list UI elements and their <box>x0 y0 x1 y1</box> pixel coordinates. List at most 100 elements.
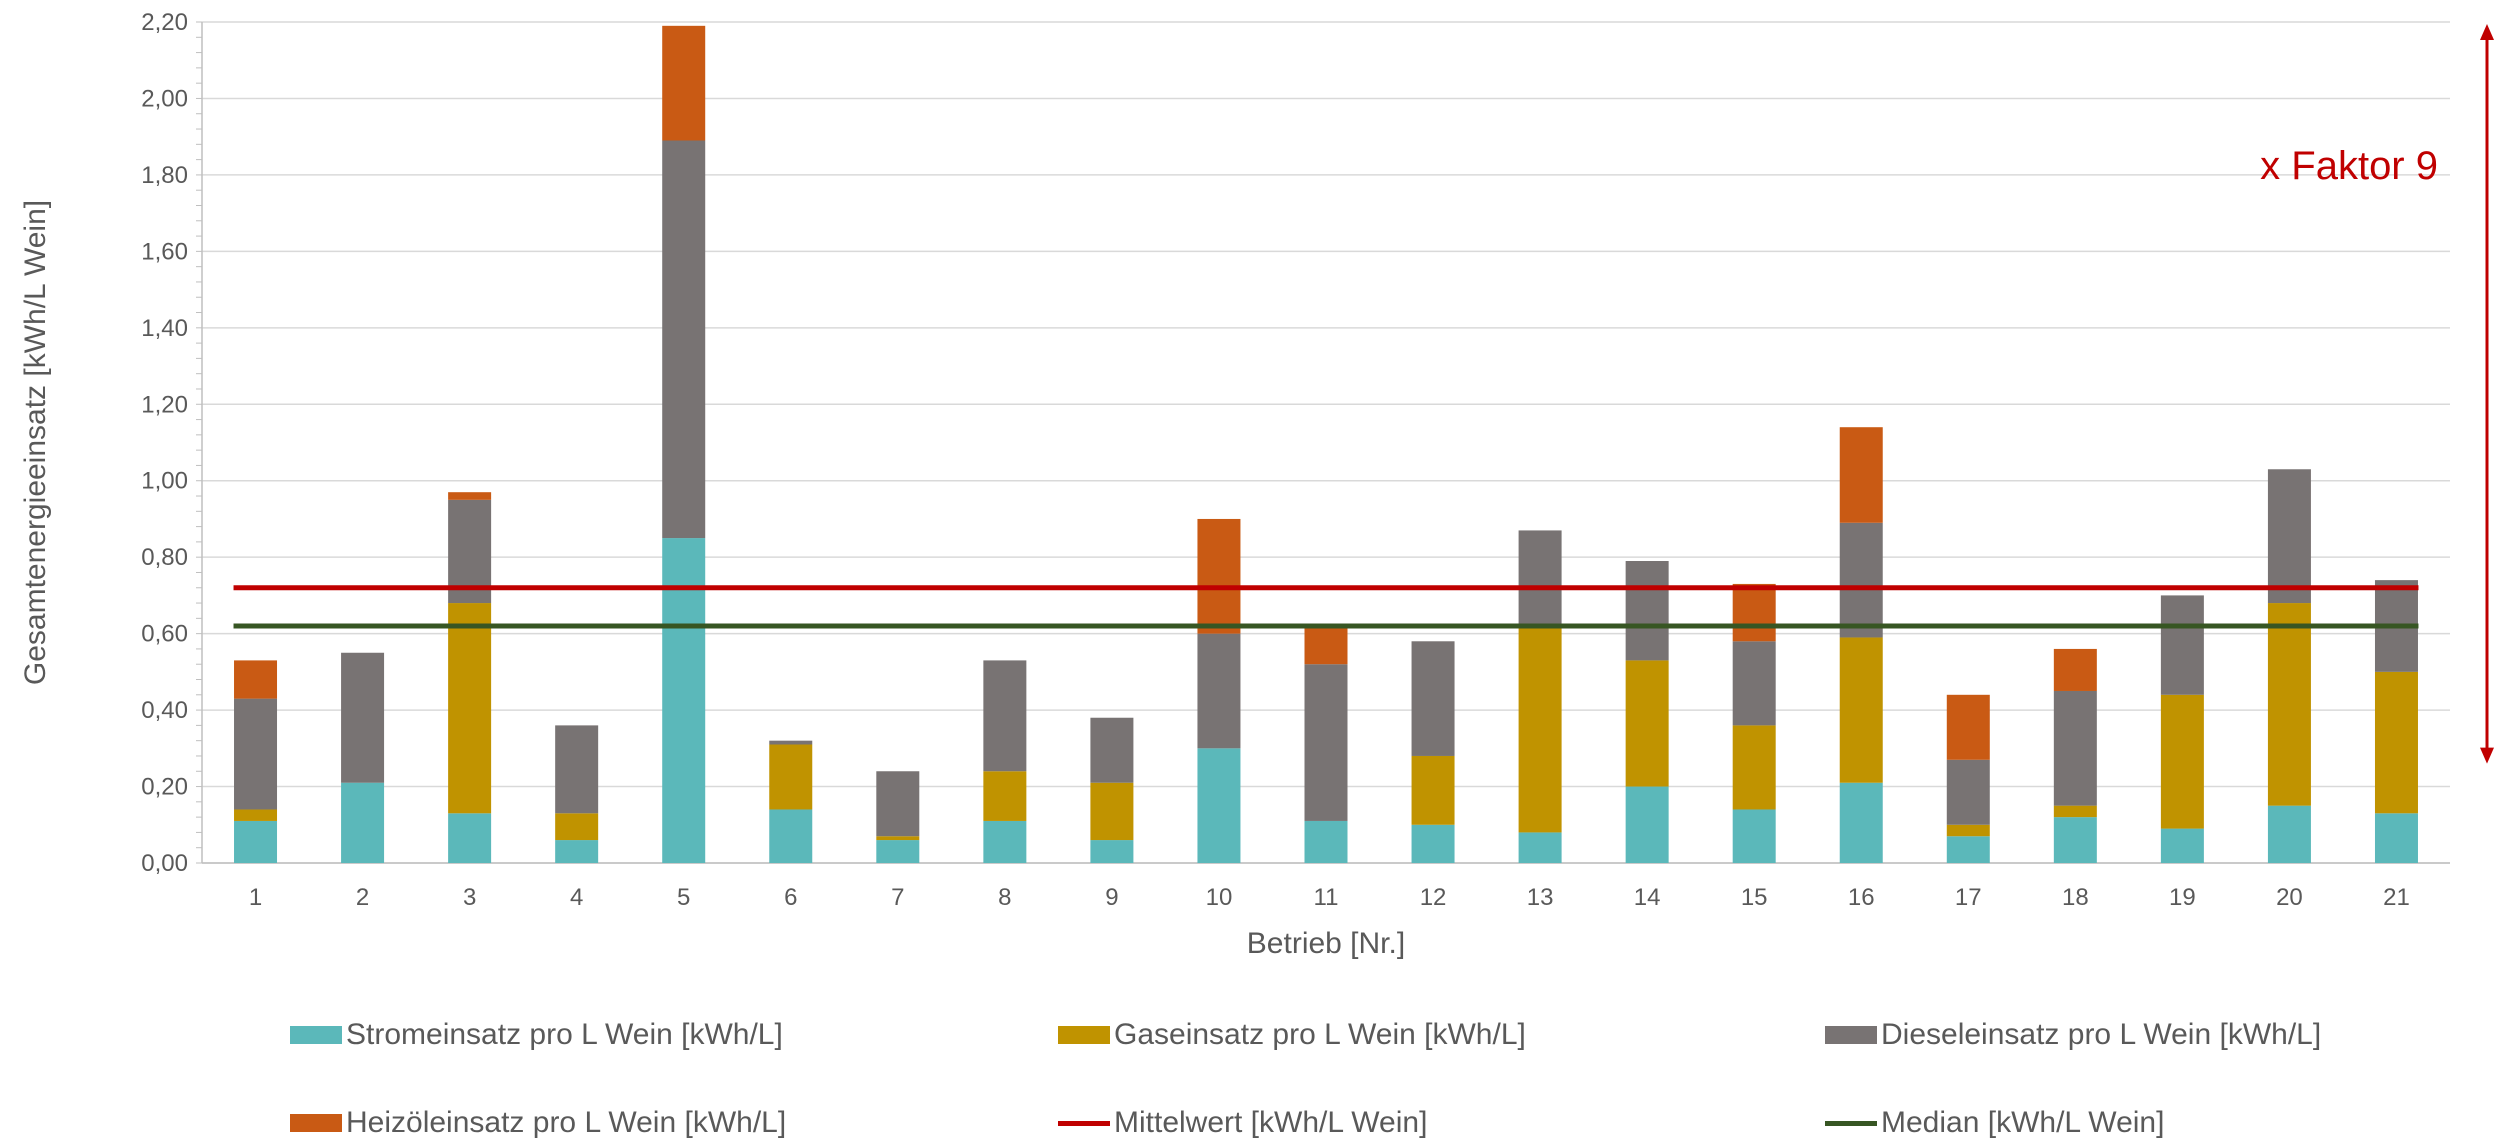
legend-item: Median [kWh/L Wein] <box>1825 1103 2164 1143</box>
y-axis-title: Gesamtenergieeinsatz [kWh/L Wein] <box>19 200 52 685</box>
bar-segment <box>983 820 1027 863</box>
legend-item: Mittelwert [kWh/L Wein] <box>1058 1103 1427 1143</box>
bar-segment <box>1732 809 1776 863</box>
x-tick-label: 19 <box>2169 884 2196 911</box>
y-tick-label: 0,40 <box>141 697 188 724</box>
bar-segment <box>662 25 706 141</box>
bar-segment <box>983 660 1027 772</box>
bar-segment <box>2053 690 2097 806</box>
bar-segment <box>662 140 706 539</box>
bar-segment <box>555 813 599 841</box>
bar-segment <box>234 698 278 810</box>
x-tick-label: 20 <box>2276 884 2303 911</box>
bar-segment <box>2160 828 2204 863</box>
bar-segment <box>1946 759 1990 825</box>
x-tick-label: 5 <box>677 884 690 911</box>
bar-segment <box>769 809 813 863</box>
legend-item: Gaseinsatz pro L Wein [kWh/L] <box>1058 1015 1526 1055</box>
bar-segment <box>2160 694 2204 829</box>
bar-segment <box>1732 725 1776 810</box>
x-tick-label: 3 <box>463 884 476 911</box>
bar-segment <box>1732 583 1776 642</box>
bar-segment <box>1411 641 1455 756</box>
x-tick-label: 9 <box>1105 884 1118 911</box>
bar-segment <box>1090 782 1134 841</box>
range-arrow <box>2480 24 2494 764</box>
legend-label: Stromeinsatz pro L Wein [kWh/L] <box>346 1018 783 1051</box>
bar-series <box>234 25 2418 863</box>
bar-segment <box>1304 625 1348 665</box>
x-tick-label: 15 <box>1741 884 1768 911</box>
legend-label: Median [kWh/L Wein] <box>1881 1106 2165 1139</box>
legend-item: Dieseleinsatz pro L Wein [kWh/L] <box>1825 1015 2321 1055</box>
legend-line-marker <box>1825 1120 1877 1126</box>
range-arrow-head-up <box>2480 24 2494 40</box>
bar-segment <box>2053 805 2097 818</box>
y-tick-label: 0,20 <box>141 774 188 801</box>
bar-segment <box>1839 637 1883 783</box>
x-axis-title: Betrieb [Nr.] <box>1247 927 1405 960</box>
bar-segment <box>1625 786 1669 863</box>
bar-segment <box>448 492 492 500</box>
x-tick-label: 7 <box>891 884 904 911</box>
bar-segment <box>1732 641 1776 726</box>
bar-segment <box>555 725 599 814</box>
x-tick-label: 13 <box>1527 884 1554 911</box>
legend-label: Heizöleinsatz pro L Wein [kWh/L] <box>346 1106 787 1139</box>
x-tick-label: 16 <box>1848 884 1875 911</box>
bar-segment <box>876 771 920 837</box>
bar-segment <box>1625 660 1669 787</box>
bar-segment <box>234 820 278 863</box>
legend-label: Gaseinsatz pro L Wein [kWh/L] <box>1114 1018 1526 1051</box>
y-tick-label: 2,00 <box>141 85 188 112</box>
x-tick-label: 12 <box>1420 884 1447 911</box>
y-tick-label: 1,00 <box>141 468 188 495</box>
bar-segment <box>1839 522 1883 638</box>
y-tick-label: 1,80 <box>141 162 188 189</box>
bar-segment <box>769 744 813 810</box>
y-tick-label: 0,00 <box>141 850 188 877</box>
chart-plot-area: 0,00 0,20 0,40 0,60 0,80 1,00 1,20 1,40 1,60 1,80… <box>19 9 2494 960</box>
x-tick-label: 17 <box>1955 884 1982 911</box>
bar-segment <box>1197 518 1241 634</box>
bar-segment <box>1411 824 1455 863</box>
bar-segment <box>234 660 278 699</box>
legend-swatch <box>1825 1026 1877 1044</box>
bar-segment <box>2053 648 2097 691</box>
x-tick-label: 11 <box>1314 884 1339 911</box>
bar-segment <box>662 538 706 863</box>
bar-segment <box>1090 840 1134 863</box>
x-tick-label: 1 <box>249 884 262 911</box>
bar-segment <box>1946 836 1990 863</box>
bar-segment <box>983 771 1027 821</box>
y-tick-label: 1,60 <box>141 238 188 265</box>
bar-segment <box>448 813 492 863</box>
bar-segment <box>1411 755 1455 825</box>
bar-segment <box>769 740 813 745</box>
legend-item: Stromeinsatz pro L Wein [kWh/L] <box>290 1015 783 1055</box>
x-tick-label: 18 <box>2062 884 2089 911</box>
chart-legend: Stromeinsatz pro L Wein [kWh/L] Gaseinsat… <box>0 1000 2498 1142</box>
bar-segment <box>1518 530 1562 626</box>
y-tick-label: 1,20 <box>141 391 188 418</box>
bar-segment <box>341 782 385 863</box>
bar-segment <box>2160 595 2204 695</box>
legend-item: Heizöleinsatz pro L Wein [kWh/L] <box>290 1103 786 1143</box>
bar-segment <box>448 603 492 814</box>
legend-swatch <box>290 1114 342 1132</box>
legend-label: Dieseleinsatz pro L Wein [kWh/L] <box>1881 1018 2322 1051</box>
x-axis-ticks: 1 2 3 4 5 6 7 8 9 10 11 12 13 14 15 16 17 18 19 20 21 <box>249 884 2410 911</box>
legend-swatch <box>290 1026 342 1044</box>
bar-segment <box>1839 427 1883 523</box>
bar-segment <box>1839 782 1883 863</box>
bar-segment <box>341 652 385 783</box>
x-tick-label: 21 <box>2383 884 2410 911</box>
legend-label: Mittelwert [kWh/L Wein] <box>1114 1106 1428 1139</box>
x-tick-label: 10 <box>1206 884 1233 911</box>
factor-annotation: x Faktor 9 <box>2260 144 2438 188</box>
bar-segment <box>234 809 278 821</box>
x-tick-label: 6 <box>784 884 797 911</box>
x-tick-label: 2 <box>356 884 369 911</box>
y-tick-label: 1,40 <box>141 315 188 342</box>
bar-segment <box>1625 561 1669 661</box>
